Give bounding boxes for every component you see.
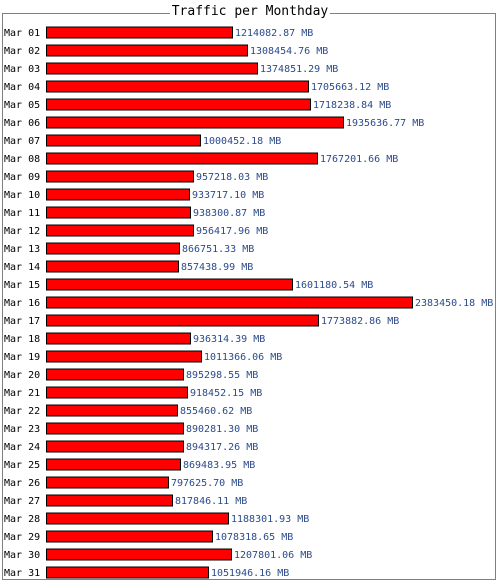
day-label: Mar 21 — [4, 388, 40, 399]
traffic-bar — [46, 134, 201, 147]
day-label: Mar 22 — [4, 406, 40, 417]
value-label: 957218.03 MB — [196, 172, 268, 183]
value-label: 890281.30 MB — [186, 424, 258, 435]
day-label: Mar 20 — [4, 370, 40, 381]
day-label: Mar 02 — [4, 46, 40, 57]
traffic-bar — [46, 386, 188, 399]
day-label: Mar 13 — [4, 244, 40, 255]
day-label: Mar 03 — [4, 64, 40, 75]
value-label: 857438.99 MB — [181, 262, 253, 273]
traffic-bar — [46, 458, 181, 471]
value-label: 1051946.16 MB — [211, 568, 289, 579]
value-label: 938300.87 MB — [193, 208, 265, 219]
value-label: 1207801.06 MB — [234, 550, 312, 561]
traffic-bar — [46, 530, 213, 543]
day-label: Mar 27 — [4, 496, 40, 507]
day-label: Mar 09 — [4, 172, 40, 183]
traffic-bar — [46, 476, 169, 489]
value-label: 1000452.18 MB — [203, 136, 281, 147]
traffic-bar — [46, 188, 190, 201]
day-label: Mar 12 — [4, 226, 40, 237]
value-label: 1188301.93 MB — [231, 514, 309, 525]
day-label: Mar 30 — [4, 550, 40, 561]
traffic-bar — [46, 44, 248, 57]
value-label: 855460.62 MB — [180, 406, 252, 417]
day-label: Mar 24 — [4, 442, 40, 453]
traffic-bar — [46, 98, 311, 111]
traffic-bar — [46, 260, 179, 273]
value-label: 797625.70 MB — [171, 478, 243, 489]
traffic-bar — [46, 80, 309, 93]
day-label: Mar 16 — [4, 298, 40, 309]
value-label: 1078318.65 MB — [215, 532, 293, 543]
day-label: Mar 15 — [4, 280, 40, 291]
value-label: 936314.39 MB — [193, 334, 265, 345]
traffic-bar — [46, 170, 194, 183]
day-label: Mar 28 — [4, 514, 40, 525]
value-label: 1601180.54 MB — [295, 280, 373, 291]
value-label: 1308454.76 MB — [250, 46, 328, 57]
traffic-bar — [46, 26, 233, 39]
value-label: 866751.33 MB — [182, 244, 254, 255]
traffic-bar — [46, 152, 318, 165]
traffic-bar — [46, 368, 184, 381]
value-label: 1705663.12 MB — [311, 82, 389, 93]
value-label: 894317.26 MB — [186, 442, 258, 453]
traffic-bar — [46, 440, 184, 453]
day-label: Mar 11 — [4, 208, 40, 219]
traffic-bar — [46, 422, 184, 435]
value-label: 933717.10 MB — [192, 190, 264, 201]
day-label: Mar 08 — [4, 154, 40, 165]
value-label: 895298.55 MB — [186, 370, 258, 381]
day-label: Mar 04 — [4, 82, 40, 93]
traffic-bar — [46, 566, 209, 579]
value-label: 918452.15 MB — [190, 388, 262, 399]
value-label: 1773882.86 MB — [321, 316, 399, 327]
day-label: Mar 31 — [4, 568, 40, 579]
value-label: 1718238.84 MB — [313, 100, 391, 111]
day-label: Mar 18 — [4, 334, 40, 345]
value-label: 1374851.29 MB — [260, 64, 338, 75]
value-label: 1935636.77 MB — [346, 118, 424, 129]
traffic-bar — [46, 332, 191, 345]
traffic-bar — [46, 404, 178, 417]
traffic-bar — [46, 206, 191, 219]
traffic-bar — [46, 116, 344, 129]
day-label: Mar 07 — [4, 136, 40, 147]
value-label: 2383450.18 MB — [415, 298, 493, 309]
day-label: Mar 06 — [4, 118, 40, 129]
traffic-bar — [46, 296, 413, 309]
traffic-bar — [46, 350, 202, 363]
day-label: Mar 29 — [4, 532, 40, 543]
day-label: Mar 19 — [4, 352, 40, 363]
value-label: 1011366.06 MB — [204, 352, 282, 363]
value-label: 1214082.87 MB — [235, 28, 313, 39]
value-label: 956417.96 MB — [196, 226, 268, 237]
traffic-bar — [46, 512, 229, 525]
day-label: Mar 26 — [4, 478, 40, 489]
traffic-bar — [46, 278, 293, 291]
day-label: Mar 25 — [4, 460, 40, 471]
traffic-bar — [46, 314, 319, 327]
traffic-bar — [46, 548, 232, 561]
value-label: 869483.95 MB — [183, 460, 255, 471]
day-label: Mar 05 — [4, 100, 40, 111]
traffic-bar — [46, 224, 194, 237]
day-label: Mar 01 — [4, 28, 40, 39]
day-label: Mar 17 — [4, 316, 40, 327]
day-label: Mar 14 — [4, 262, 40, 273]
value-label: 1767201.66 MB — [320, 154, 398, 165]
day-label: Mar 10 — [4, 190, 40, 201]
day-label: Mar 23 — [4, 424, 40, 435]
value-label: 817846.11 MB — [175, 496, 247, 507]
traffic-bar — [46, 242, 180, 255]
traffic-bar — [46, 62, 258, 75]
traffic-bar — [46, 494, 173, 507]
